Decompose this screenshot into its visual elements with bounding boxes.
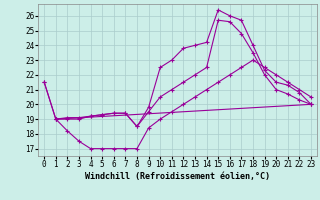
X-axis label: Windchill (Refroidissement éolien,°C): Windchill (Refroidissement éolien,°C) [85, 172, 270, 181]
